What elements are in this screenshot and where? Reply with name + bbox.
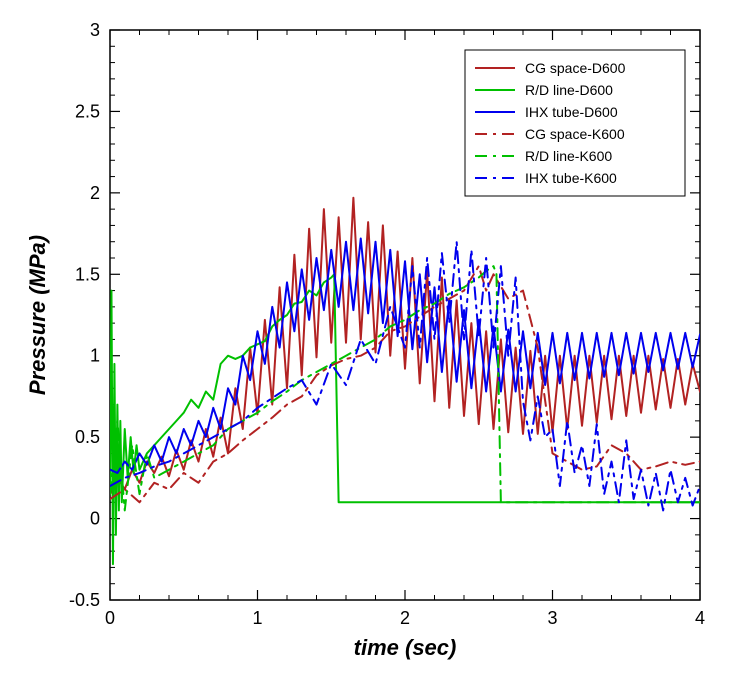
y-tick-label: 0	[90, 509, 100, 529]
series-r-d-line-k600	[110, 266, 700, 510]
y-tick-label: 0.5	[75, 427, 100, 447]
y-tick-label: -0.5	[69, 590, 100, 610]
x-tick-label: 0	[105, 608, 115, 628]
pressure-time-chart: 01234-0.500.511.522.53time (sec)Pressure…	[0, 0, 750, 685]
y-tick-label: 3	[90, 20, 100, 40]
x-tick-label: 3	[547, 608, 557, 628]
plot-area	[110, 198, 700, 564]
x-tick-label: 2	[400, 608, 410, 628]
legend-label: R/D line-K600	[525, 148, 612, 164]
series-ihx-tube-k600	[110, 242, 700, 511]
chart-container: 01234-0.500.511.522.53time (sec)Pressure…	[0, 0, 750, 685]
x-tick-label: 4	[695, 608, 705, 628]
y-tick-label: 1.5	[75, 264, 100, 284]
legend-label: R/D line-D600	[525, 82, 613, 98]
y-tick-label: 1	[90, 346, 100, 366]
legend-label: IHX tube-K600	[525, 170, 617, 186]
x-tick-label: 1	[252, 608, 262, 628]
legend-label: CG space-D600	[525, 60, 626, 76]
legend-label: CG space-K600	[525, 126, 625, 142]
y-tick-label: 2.5	[75, 101, 100, 121]
legend: CG space-D600 R/D line-D600 IHX tube-D600 C…	[465, 50, 685, 196]
legend-label: IHX tube-D600	[525, 104, 618, 120]
x-axis-label: time (sec)	[354, 635, 457, 660]
y-tick-label: 2	[90, 183, 100, 203]
y-axis-label: Pressure (MPa)	[25, 235, 50, 395]
